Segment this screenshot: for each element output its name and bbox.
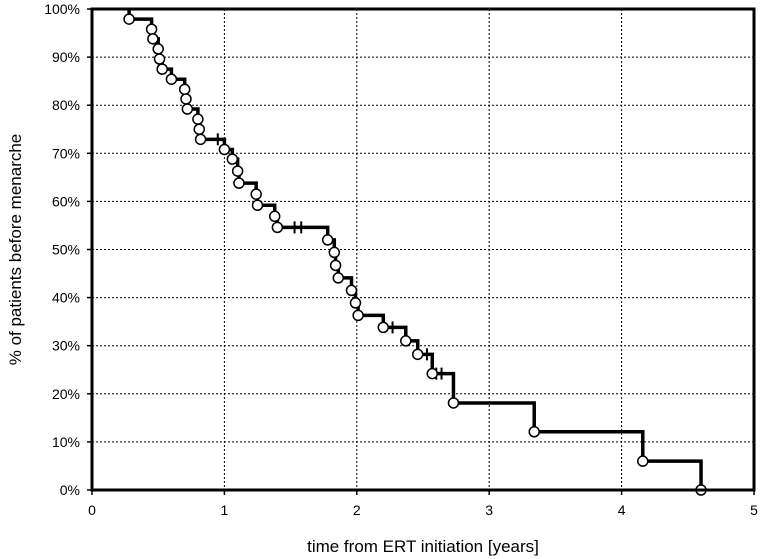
y-tick-label: 30%	[52, 338, 80, 354]
y-axis-title: % of patients before menarche	[6, 134, 25, 366]
x-tick-label: 5	[750, 502, 758, 518]
x-axis-title: time from ERT initiation [years]	[307, 537, 539, 556]
event-marker	[528, 426, 540, 438]
event-marker	[165, 73, 178, 85]
y-tick-label: 60%	[52, 193, 80, 209]
x-tick-label: 2	[353, 502, 361, 518]
y-axis-ticks: 0% 10% 20% 30% 40% 50% 60% 70% 80% 90% 100%	[44, 1, 92, 498]
x-tick-label: 4	[618, 502, 626, 518]
event-marker	[250, 188, 262, 200]
event-marker	[231, 165, 244, 177]
event-marker	[180, 93, 192, 105]
event-markers	[123, 13, 707, 496]
event-marker	[123, 13, 135, 25]
event-marker	[152, 43, 164, 55]
event-marker	[178, 83, 191, 96]
x-tick-label: 0	[88, 502, 96, 518]
event-marker	[352, 309, 364, 322]
event-marker	[268, 210, 281, 223]
event-marker	[329, 259, 342, 272]
event-marker	[192, 113, 204, 125]
event-marker	[251, 199, 264, 211]
y-tick-label: 70%	[52, 145, 80, 161]
event-marker	[345, 284, 358, 297]
event-marker	[321, 234, 334, 246]
x-tick-label: 1	[221, 502, 229, 518]
event-marker	[447, 397, 460, 409]
event-marker	[218, 143, 231, 156]
event-marker	[156, 63, 168, 75]
event-marker	[637, 455, 649, 467]
y-tick-label: 40%	[52, 290, 80, 306]
survival-curve	[127, 9, 703, 492]
y-tick-label: 80%	[52, 97, 80, 113]
event-marker	[153, 53, 166, 65]
event-marker	[226, 153, 239, 165]
y-tick-label: 90%	[52, 49, 80, 65]
y-tick-label: 100%	[44, 1, 80, 17]
event-marker	[332, 272, 345, 284]
y-tick-label: 10%	[52, 434, 80, 450]
event-marker	[377, 321, 390, 334]
event-marker	[349, 297, 362, 309]
event-marker	[181, 103, 194, 115]
event-marker	[147, 33, 159, 45]
plot-frame	[90, 7, 756, 492]
x-tick-label: 3	[485, 502, 493, 518]
y-tick-label: 20%	[52, 386, 80, 402]
event-marker	[328, 246, 341, 259]
x-axis-ticks: 0 1 2 3 4 5	[88, 490, 758, 518]
event-marker	[193, 123, 205, 135]
event-marker	[145, 23, 158, 35]
event-marker	[194, 133, 207, 146]
event-marker	[271, 221, 284, 234]
y-tick-label: 50%	[52, 242, 80, 258]
survival-step-line	[127, 9, 703, 492]
event-marker	[426, 367, 439, 380]
grid-lines	[92, 9, 754, 490]
event-marker	[233, 177, 245, 189]
event-marker	[400, 335, 412, 347]
event-marker	[411, 348, 424, 361]
y-tick-label: 0%	[60, 482, 80, 498]
